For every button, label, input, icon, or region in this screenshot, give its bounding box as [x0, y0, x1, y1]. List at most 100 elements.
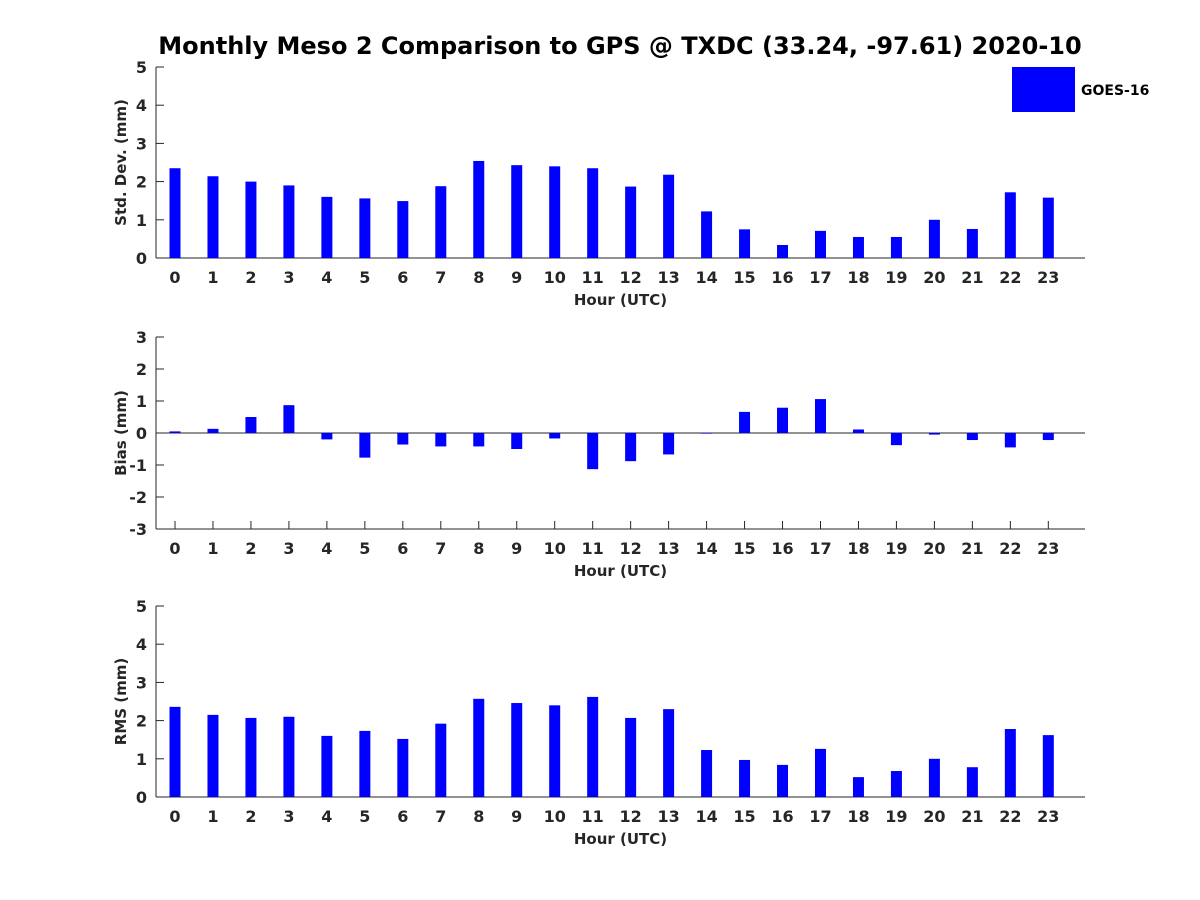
x-tick-label: 11: [582, 539, 604, 558]
bar-hour-15: [739, 229, 751, 258]
bar-hour-18: [852, 777, 864, 797]
bar-hour-7: [435, 186, 447, 258]
x-tick-label: 21: [961, 268, 983, 287]
y-tick-label: 5: [136, 58, 147, 77]
x-tick-label: 5: [359, 268, 370, 287]
y-tick-label: 4: [136, 96, 147, 115]
bar-hour-5: [359, 198, 371, 258]
x-tick-label: 3: [283, 268, 294, 287]
bar-hour-21: [966, 228, 978, 258]
x-tick-label: 8: [473, 539, 484, 558]
bar-hour-4: [321, 196, 333, 258]
x-tick-label: 10: [544, 539, 566, 558]
x-tick-label: 9: [511, 539, 522, 558]
x-tick-label: 8: [473, 268, 484, 287]
x-tick-label: 11: [582, 268, 604, 287]
x-tick-label: 19: [885, 807, 907, 826]
x-tick-label: 23: [1037, 268, 1059, 287]
x-tick-label: 15: [733, 807, 755, 826]
x-tick-label: 17: [809, 268, 831, 287]
bar-hour-0: [169, 168, 181, 258]
bar-hour-2: [245, 417, 257, 433]
x-tick-label: 19: [885, 539, 907, 558]
bar-hour-16: [777, 764, 789, 797]
y-tick-label: 1: [136, 211, 147, 230]
bar-hour-22: [1004, 433, 1016, 448]
bar-hour-14: [701, 433, 713, 434]
bar-hour-5: [359, 730, 371, 797]
x-tick-label: 18: [847, 268, 869, 287]
bar-hour-22: [1004, 192, 1016, 258]
x-tick-label: 20: [923, 807, 945, 826]
bar-hour-10: [549, 433, 561, 439]
y-tick-label: 2: [136, 360, 147, 379]
x-tick-label: 13: [657, 807, 679, 826]
bar-hour-17: [814, 748, 826, 797]
x-tick-label: 3: [283, 539, 294, 558]
x-tick-label: 4: [321, 539, 332, 558]
bar-hour-19: [890, 771, 902, 797]
bar-hour-15: [739, 411, 751, 433]
bar-hour-8: [473, 698, 485, 797]
bar-hour-13: [663, 709, 675, 797]
x-axis-label: Hour (UTC): [574, 291, 667, 309]
bar-hour-13: [663, 433, 675, 455]
bar-hour-7: [435, 723, 447, 797]
x-tick-label: 6: [397, 539, 408, 558]
x-tick-label: 11: [582, 807, 604, 826]
x-axis-label: Hour (UTC): [574, 562, 667, 580]
bar-hour-17: [814, 230, 826, 258]
y-tick-label: 0: [136, 788, 147, 807]
x-tick-label: 21: [961, 539, 983, 558]
x-tick-label: 5: [359, 807, 370, 826]
y-tick-label: 1: [136, 392, 147, 411]
bar-hour-6: [397, 433, 409, 445]
x-tick-label: 7: [435, 268, 446, 287]
x-tick-label: 18: [847, 539, 869, 558]
x-tick-label: 19: [885, 268, 907, 287]
y-tick-label: 3: [136, 673, 147, 692]
y-axis-label: Std. Dev. (mm): [112, 99, 130, 226]
y-tick-label: 4: [136, 635, 147, 654]
bar-hour-2: [245, 717, 257, 797]
x-tick-label: 16: [771, 539, 793, 558]
bar-hour-21: [966, 767, 978, 797]
x-tick-label: 10: [544, 807, 566, 826]
y-tick-label: 0: [136, 424, 147, 443]
x-tick-label: 22: [999, 268, 1021, 287]
x-tick-label: 2: [245, 539, 256, 558]
bar-hour-1: [207, 714, 219, 797]
x-tick-label: 6: [397, 807, 408, 826]
bar-hour-14: [701, 750, 713, 797]
bar-hour-11: [587, 433, 599, 470]
bar-hour-10: [549, 705, 561, 797]
bar-hour-3: [283, 716, 295, 797]
bar-hour-4: [321, 735, 333, 797]
bar-hour-11: [587, 168, 599, 258]
x-tick-label: 22: [999, 539, 1021, 558]
x-tick-label: 14: [695, 539, 717, 558]
x-tick-label: 17: [809, 807, 831, 826]
x-tick-label: 9: [511, 268, 522, 287]
y-tick-label: 1: [136, 750, 147, 769]
x-tick-label: 7: [435, 807, 446, 826]
bar-hour-20: [928, 758, 940, 797]
x-tick-label: 13: [657, 268, 679, 287]
x-tick-label: 17: [809, 539, 831, 558]
bar-hour-9: [511, 703, 523, 797]
bar-hour-8: [473, 433, 485, 447]
bar-hour-19: [890, 236, 902, 258]
x-tick-label: 21: [961, 807, 983, 826]
x-tick-label: 9: [511, 807, 522, 826]
bar-hour-14: [701, 211, 713, 258]
bar-hour-1: [207, 428, 219, 433]
x-tick-label: 16: [771, 807, 793, 826]
x-tick-label: 0: [169, 268, 180, 287]
bar-hour-20: [928, 433, 940, 435]
y-tick-label: 2: [136, 712, 147, 731]
x-tick-label: 23: [1037, 807, 1059, 826]
x-tick-label: 1: [207, 807, 218, 826]
